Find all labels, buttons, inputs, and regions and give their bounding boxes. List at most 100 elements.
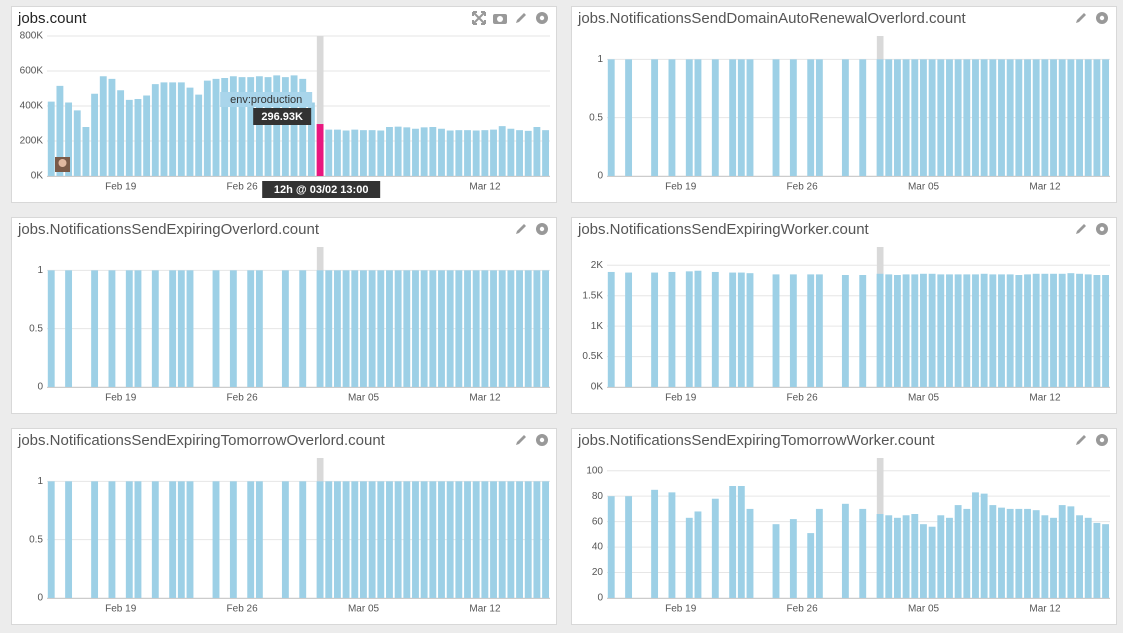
bar	[876, 59, 884, 177]
bar	[1041, 273, 1049, 387]
bar	[212, 270, 220, 387]
x-tick-label: Feb 26	[787, 393, 819, 404]
bar	[386, 270, 393, 387]
bar	[685, 271, 693, 387]
bar	[920, 524, 927, 598]
bar	[1084, 517, 1092, 598]
bar	[299, 481, 307, 598]
bar	[533, 270, 541, 387]
bar	[1006, 274, 1014, 387]
edit-icon[interactable]	[1076, 435, 1086, 445]
bar	[989, 505, 997, 598]
bar	[607, 271, 615, 387]
bar	[377, 130, 385, 176]
bar	[117, 90, 125, 176]
x-tick-label: Feb 26	[227, 182, 259, 193]
panel-title: jobs.NotificationsSendExpiringTomorrowWo…	[577, 432, 935, 449]
tooltip-time: 12h @ 03/02 13:00	[274, 184, 369, 196]
bar	[229, 481, 237, 598]
edit-icon[interactable]	[516, 435, 526, 445]
bar	[607, 59, 615, 177]
bar	[928, 273, 936, 387]
bar	[498, 270, 506, 387]
edit-icon[interactable]	[1076, 224, 1086, 234]
x-tick-label: Feb 26	[227, 393, 259, 404]
bar	[542, 481, 549, 598]
bar	[1024, 274, 1031, 387]
bar	[333, 481, 341, 598]
bar	[1084, 274, 1092, 387]
bar	[169, 481, 177, 598]
bar	[911, 274, 919, 387]
y-tick-label: 0.5K	[582, 351, 603, 362]
bar	[1050, 273, 1057, 387]
bar	[789, 519, 797, 598]
y-tick-label: 1K	[591, 321, 604, 332]
y-tick-label: 1	[597, 54, 603, 65]
x-tick-label: Feb 19	[105, 393, 137, 404]
bar	[524, 270, 532, 387]
gear-hole	[1099, 226, 1105, 232]
edit-icon[interactable]	[1076, 13, 1086, 23]
bar	[1102, 59, 1109, 177]
x-tick-label: Mar 12	[469, 604, 501, 615]
bar	[694, 59, 702, 177]
bar	[325, 129, 333, 176]
bar	[412, 270, 419, 387]
bar	[351, 481, 359, 598]
bar	[229, 270, 237, 387]
bar	[694, 270, 702, 387]
bar	[1032, 59, 1040, 177]
x-tick-label: Mar 12	[1029, 604, 1061, 615]
bar	[937, 274, 945, 387]
bar	[342, 130, 350, 176]
bar	[342, 481, 350, 598]
bar	[1041, 59, 1049, 177]
bar	[325, 270, 333, 387]
bar	[937, 515, 945, 598]
panel-title: jobs.NotificationsSendExpiringTomorrowOv…	[17, 432, 386, 449]
bar	[885, 274, 893, 387]
bar	[772, 274, 780, 387]
bar	[859, 275, 867, 387]
y-tick-label: 0	[597, 593, 603, 604]
bar	[438, 481, 445, 598]
bar	[281, 481, 289, 598]
bar	[524, 130, 532, 176]
bar	[998, 59, 1005, 177]
bar	[685, 59, 693, 177]
bar	[195, 94, 203, 176]
bar	[186, 481, 194, 598]
bar	[360, 130, 367, 176]
x-tick-label: Mar 05	[908, 182, 940, 193]
bar	[1041, 515, 1049, 598]
expand-icon[interactable]	[472, 11, 486, 25]
bar	[403, 481, 411, 598]
bar	[1032, 510, 1040, 598]
bar	[325, 481, 333, 598]
bar	[490, 129, 497, 176]
tooltip-value-box	[253, 108, 312, 125]
bar	[47, 481, 55, 598]
bar	[711, 59, 719, 177]
avatar-face	[58, 159, 67, 167]
y-tick-label: 60	[592, 516, 604, 527]
x-tick-label: Mar 05	[348, 604, 380, 615]
bar	[1067, 273, 1075, 387]
bar	[1015, 508, 1023, 598]
bar	[65, 102, 73, 176]
bar	[1032, 273, 1040, 387]
bar	[403, 270, 411, 387]
bar	[446, 130, 454, 176]
x-tick-label: Mar 05	[908, 604, 940, 615]
bar	[186, 87, 194, 176]
bar	[685, 517, 693, 598]
edit-icon[interactable]	[516, 224, 526, 234]
bar	[281, 77, 289, 176]
bar	[668, 59, 676, 177]
edit-icon[interactable]	[516, 13, 526, 23]
bar	[108, 481, 116, 598]
bar	[91, 270, 99, 387]
bar	[91, 481, 99, 598]
